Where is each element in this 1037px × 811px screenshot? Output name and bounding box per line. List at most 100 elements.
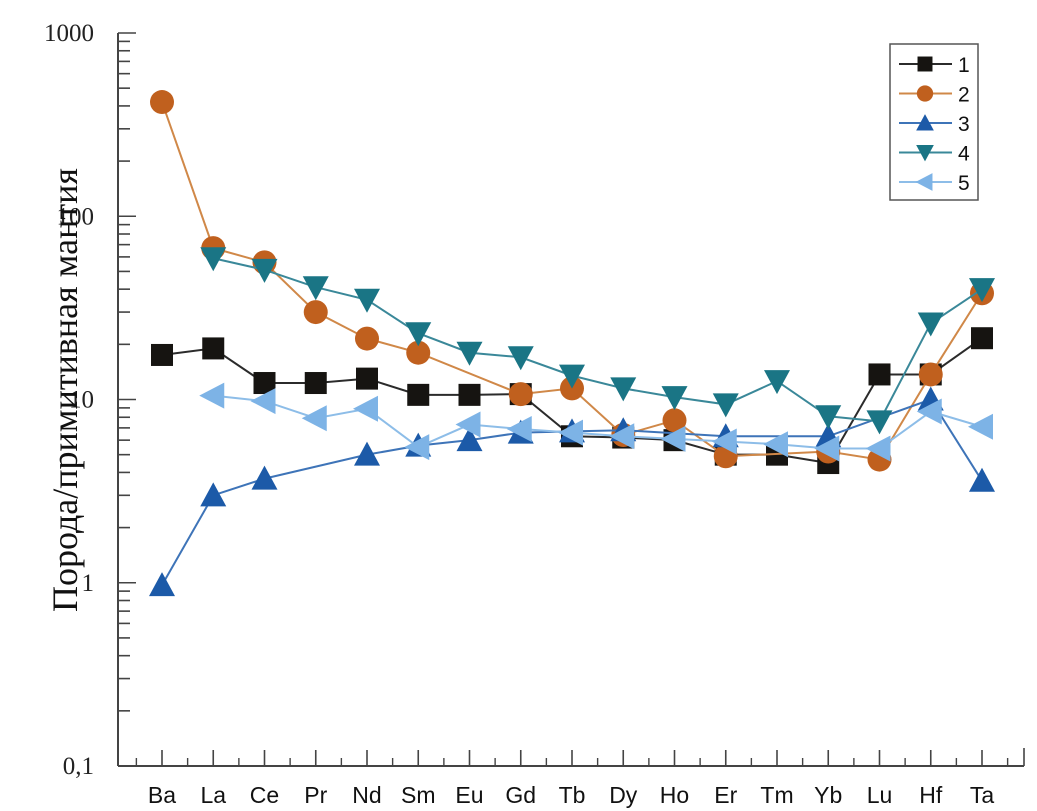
- series-3-point-Ce: [251, 465, 278, 490]
- series-5-point-Er: [711, 428, 737, 455]
- series-4: [200, 247, 995, 435]
- series-3-point-Ba: [149, 572, 175, 597]
- series-2-line: [161, 101, 983, 461]
- series-5-point-Tm: [763, 431, 788, 458]
- legend-label: 4: [958, 143, 970, 166]
- series-5-point-La: [199, 382, 225, 409]
- legend: 1 2 3 4 5: [889, 43, 979, 201]
- legend-label: 5: [958, 172, 970, 195]
- series-2: [150, 90, 994, 472]
- series-5-point-Ho: [660, 425, 686, 452]
- series-5: [199, 382, 993, 462]
- series-1: [151, 327, 993, 475]
- series-2-point-Nd: [355, 326, 379, 351]
- series-4-point-Hf: [917, 312, 944, 337]
- legend-marker-2: [916, 85, 934, 102]
- legend-marker-1: [917, 56, 933, 72]
- series-4-point-Er: [712, 393, 739, 418]
- series-3-point-Ta: [969, 467, 995, 492]
- series-4-point-Sm: [405, 322, 432, 347]
- x-tick-label: Gd: [505, 782, 536, 808]
- series-1-point-Ba: [151, 343, 173, 366]
- x-tick-label: Yb: [814, 782, 842, 808]
- series-5-point-Gd: [506, 416, 532, 443]
- legend-marker-5: [915, 173, 933, 191]
- legend-item-5: 5: [899, 172, 970, 195]
- legend-item-4: 4: [899, 143, 970, 166]
- series-5-point-Sm: [404, 434, 430, 461]
- x-tick-label: Lu: [867, 782, 893, 808]
- legend-label: 2: [958, 84, 970, 107]
- series-2-point-Ba: [150, 90, 174, 115]
- x-tick-label: Tb: [559, 782, 586, 808]
- series-5-point-Hf: [916, 398, 942, 425]
- x-tick-label: Ba: [148, 782, 176, 808]
- series-2-point-Hf: [918, 362, 943, 387]
- legend-marker-4: [916, 145, 934, 162]
- series-4-point-Yb: [815, 405, 842, 430]
- x-tick-label: Pr: [304, 782, 327, 808]
- y-tick-label: 1000: [44, 20, 94, 47]
- legend-item-3: 3: [899, 113, 970, 136]
- series-5-line: [213, 394, 983, 450]
- legend-item-2: 2: [899, 84, 970, 107]
- series-2-point-Pr: [303, 300, 328, 325]
- x-tick-label: Hf: [919, 782, 943, 808]
- x-tick-label: Ta: [970, 782, 995, 808]
- series-1-point-Lu: [868, 363, 891, 386]
- series-3-point-Eu: [456, 427, 483, 452]
- y-axis-label: Порода/примитивная мантия: [45, 168, 85, 612]
- series-5-point-Eu: [455, 411, 481, 438]
- series-5-point-Lu: [865, 435, 891, 462]
- series-4-point-Eu: [456, 341, 483, 366]
- series-2-point-Sm: [406, 340, 431, 365]
- x-tick-label: Nd: [352, 782, 381, 808]
- series-4-line: [213, 257, 983, 423]
- legend-marker-3: [916, 114, 934, 131]
- series-5-point-Nd: [353, 395, 378, 422]
- series-1-point-Pr: [304, 372, 327, 395]
- y-tick-label: 1: [82, 570, 95, 597]
- y-tick-label: 100: [57, 203, 95, 230]
- x-tick-label: Tm: [760, 782, 793, 808]
- series-2-point-Gd: [508, 382, 533, 407]
- series-5-point-Yb: [814, 435, 840, 462]
- x-axis: Ba La Ce Pr Nd Sm Eu Gd Tb Dy Ho Er Tm Yb Lu Hf Ta: [118, 748, 1025, 808]
- x-tick-label: Sm: [401, 782, 436, 808]
- series-4-point-Ta: [969, 278, 995, 303]
- series-1-point-Eu: [458, 383, 481, 406]
- series-4-point-Nd: [354, 288, 380, 313]
- series-4-point-La: [200, 247, 227, 272]
- legend-label: 3: [958, 113, 970, 136]
- series-4-point-Tb: [559, 364, 585, 389]
- series-1-point-Ce: [253, 372, 276, 395]
- x-tick-label: Ho: [660, 782, 689, 808]
- x-tick-label: Dy: [609, 782, 638, 808]
- x-tick-label: La: [200, 782, 226, 808]
- x-tick-label: Er: [714, 782, 737, 808]
- series-layer: [149, 90, 995, 597]
- series-5-point-Dy: [609, 423, 635, 450]
- series-5-point-Ce: [250, 388, 276, 415]
- series-1-point-Ta: [971, 327, 993, 350]
- series-3: [149, 386, 995, 597]
- legend-label: 1: [958, 54, 970, 77]
- series-4-point-Ho: [661, 386, 688, 411]
- series-1-point-Sm: [407, 383, 430, 406]
- legend-item-1: 1: [899, 54, 970, 77]
- series-3-point-La: [200, 482, 227, 507]
- series-4-point-Lu: [866, 410, 893, 435]
- series-2-point-Ho: [662, 408, 687, 433]
- x-tick-label: Eu: [455, 782, 483, 808]
- series-1-point-Nd: [356, 367, 378, 390]
- series-1-point-La: [202, 337, 225, 360]
- series-4-point-Dy: [610, 377, 637, 402]
- x-tick-label: Ce: [250, 782, 279, 808]
- y-axis: 0,1 1 10 100 1000: [44, 20, 136, 780]
- series-4-point-Gd: [507, 346, 534, 371]
- series-5-point-Ta: [968, 413, 993, 440]
- series-4-point-Tm: [764, 370, 790, 395]
- series-3-point-Nd: [354, 441, 380, 466]
- series-5-point-Tb: [558, 419, 583, 446]
